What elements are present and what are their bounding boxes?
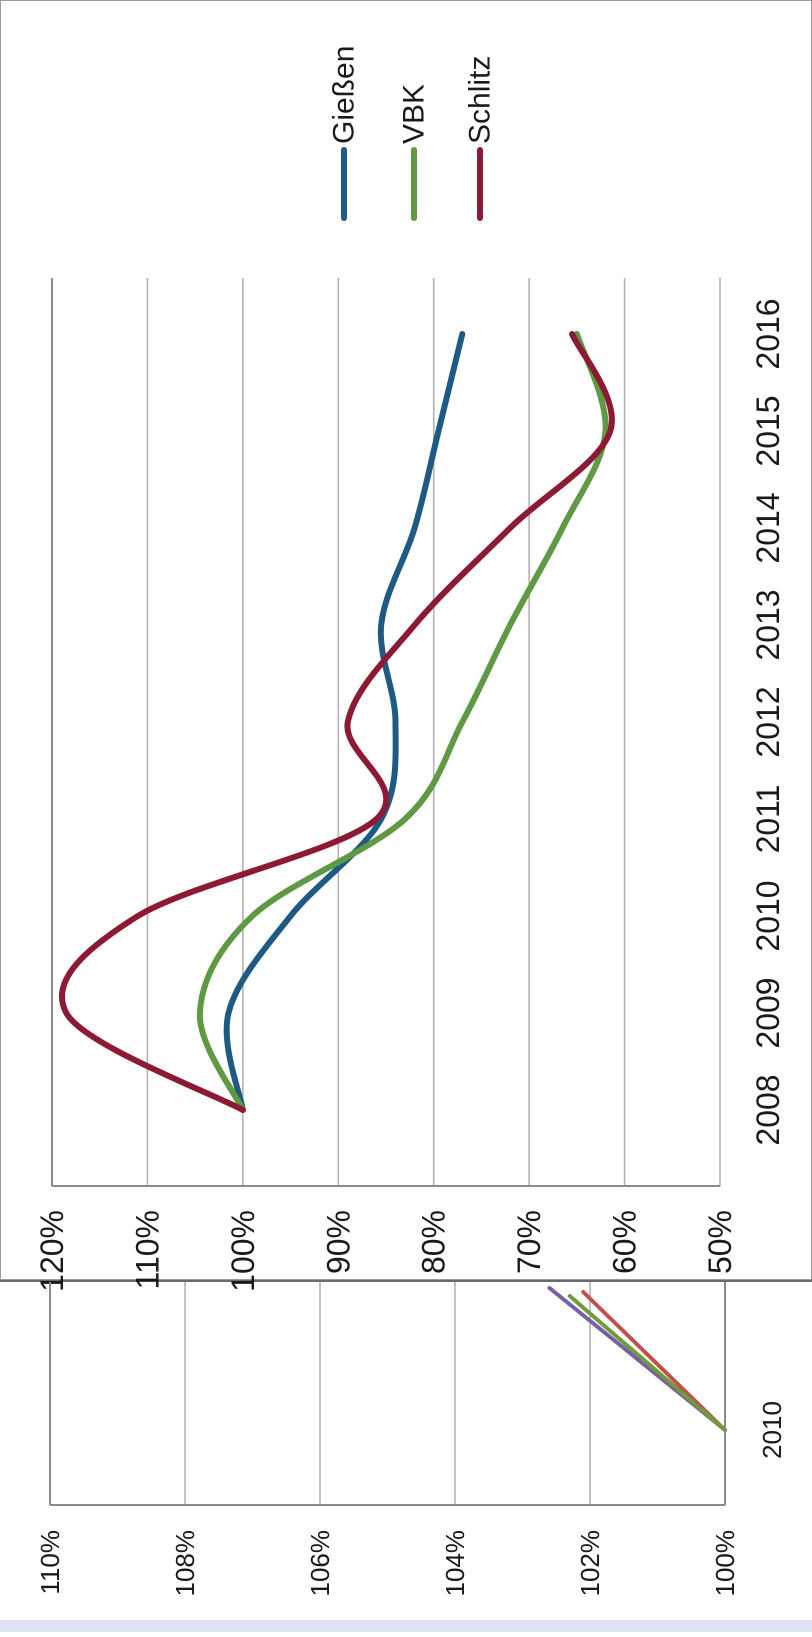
main-category-tick-label: 2009 (750, 977, 786, 1048)
main-category-tick-label: 2008 (750, 1074, 786, 1145)
main-value-tick-label: 120% (34, 1210, 70, 1292)
main-category-tick-label: 2012 (750, 686, 786, 757)
main-chart-frame (0, 0, 812, 1281)
secondary-chart-frame (0, 1282, 812, 1622)
secondary-gridlines (49, 1282, 726, 1506)
main-gridlines (51, 278, 721, 1187)
main-value-tick-label: 110% (129, 1210, 165, 1289)
legend-label-schlitz: Schlitz (464, 56, 497, 144)
main-tick-labels: 120% 110% 100% 90% 80% 70% 60% 50% 2008 2009 2010 2… (34, 298, 786, 1291)
bottom-strip (0, 1620, 812, 1632)
secondary-value-tick-label: 104% (440, 1530, 470, 1597)
secondary-series-line (567, 1294, 727, 1432)
main-category-tick-label: 2016 (750, 298, 786, 369)
secondary-tick-labels: 110% 108% 106% 104% 102% 100% 2010 (35, 1401, 787, 1596)
secondary-value-tick-label: 102% (575, 1530, 605, 1597)
legend-label-gie-en: Gießen (328, 46, 361, 144)
secondary-value-tick-label: 106% (305, 1530, 335, 1597)
main-category-tick-label: 2010 (750, 880, 786, 951)
main-value-tick-label: 90% (320, 1210, 356, 1274)
series-line-gie-en (223, 331, 466, 1113)
main-category-tick-label: 2015 (750, 395, 786, 466)
legend-label-vbk: VBK (398, 84, 431, 144)
series-line-schlitz (58, 331, 615, 1113)
main-value-tick-label: 100% (225, 1210, 261, 1292)
main-series-lines (58, 331, 615, 1113)
main-value-tick-label: 70% (511, 1210, 547, 1274)
main-value-tick-label: 60% (607, 1210, 643, 1274)
secondary-value-tick-label: 110% (35, 1530, 65, 1595)
secondary-value-tick-label: 100% (710, 1530, 740, 1597)
series-line-vbk (196, 331, 609, 1113)
secondary-value-tick-label: 108% (170, 1530, 200, 1597)
legend: Gießen VBK Schlitz (328, 46, 497, 221)
main-category-tick-label: 2011 (750, 785, 786, 854)
main-value-tick-label: 50% (702, 1210, 738, 1274)
secondary-series-lines (547, 1286, 727, 1432)
main-category-tick-label: 2014 (750, 492, 786, 563)
main-category-tick-label: 2013 (750, 589, 786, 660)
secondary-category-tick-label: 2010 (757, 1401, 787, 1459)
main-value-tick-label: 80% (416, 1210, 452, 1274)
